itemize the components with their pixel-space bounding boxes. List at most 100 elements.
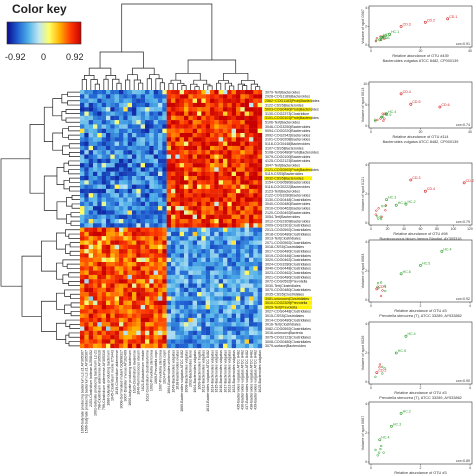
heatmap-cell bbox=[97, 270, 102, 276]
heatmap-cell bbox=[244, 120, 250, 125]
heatmap-cell bbox=[214, 210, 219, 215]
heatmap-cell bbox=[140, 253, 146, 258]
heatmap-cell bbox=[171, 219, 176, 224]
heatmap-cell bbox=[114, 102, 120, 108]
heatmap-cell bbox=[218, 292, 224, 297]
heatmap-cell bbox=[192, 128, 198, 134]
heatmap-cell bbox=[110, 107, 115, 112]
heatmap-cell bbox=[132, 107, 137, 112]
heatmap-cell bbox=[80, 193, 85, 198]
scatter-point bbox=[377, 207, 380, 210]
heatmap-cell bbox=[214, 163, 219, 168]
heatmap-cell bbox=[192, 339, 198, 344]
heatmap-cell bbox=[158, 145, 163, 151]
heatmap-cell bbox=[106, 300, 111, 306]
heatmap-cell bbox=[88, 231, 94, 237]
heatmap-cell bbox=[93, 292, 98, 297]
heatmap-cell bbox=[140, 244, 146, 250]
heatmap-cell bbox=[205, 283, 211, 288]
heatmap-cell bbox=[93, 270, 98, 276]
heatmap-cell bbox=[218, 188, 224, 194]
heatmap-cell bbox=[80, 292, 85, 297]
column-label: 1608-Bacteroides vulgatus bbox=[184, 350, 188, 393]
heatmap-cell bbox=[153, 171, 159, 177]
heatmap-cell bbox=[93, 171, 98, 177]
heatmap-cell bbox=[231, 262, 237, 267]
heatmap-cell bbox=[132, 150, 137, 155]
heatmap-cell bbox=[192, 300, 198, 306]
heatmap-cell bbox=[127, 210, 133, 215]
heatmap-cell bbox=[201, 300, 206, 306]
heatmap-cell bbox=[114, 317, 120, 323]
scatter-point bbox=[394, 351, 398, 355]
heatmap-cell bbox=[88, 305, 94, 310]
heatmap-cell bbox=[166, 227, 172, 233]
heatmap-cell bbox=[127, 326, 133, 331]
heatmap-cell bbox=[171, 214, 176, 220]
row-label: 3040-COG0480|Bacteroides bbox=[265, 202, 310, 206]
heatmap-cell bbox=[140, 317, 146, 323]
heatmap-cell bbox=[166, 253, 172, 258]
heatmap-cell bbox=[136, 158, 141, 164]
heatmap-cell bbox=[218, 223, 224, 228]
heatmap-cell bbox=[240, 150, 245, 155]
heatmap-cell bbox=[166, 201, 172, 207]
heatmap-cell bbox=[110, 201, 115, 207]
heatmap-cell bbox=[223, 90, 228, 95]
heatmap-cell bbox=[244, 90, 250, 95]
heatmap-cell bbox=[192, 253, 198, 258]
heatmap-cell bbox=[106, 287, 111, 293]
heatmap-cell bbox=[97, 219, 102, 224]
heatmap-cell bbox=[214, 292, 219, 297]
column-label: 1614-Bacteroides vulgatus bbox=[210, 350, 214, 393]
heatmap-cell bbox=[192, 137, 198, 142]
heatmap-cell bbox=[88, 120, 94, 125]
heatmap-cell bbox=[188, 322, 193, 327]
heatmap-cell bbox=[253, 201, 258, 207]
heatmap-cell bbox=[136, 163, 141, 168]
heatmap-cell bbox=[188, 188, 193, 194]
heatmap-cell bbox=[166, 214, 172, 220]
heatmap-cell bbox=[223, 150, 228, 155]
heatmap-cell bbox=[101, 322, 107, 327]
heatmap-cell bbox=[119, 115, 124, 121]
heatmap-cell bbox=[210, 206, 215, 211]
heatmap-cell bbox=[153, 335, 159, 340]
row-label: 3081-unknown|Clostridiales bbox=[265, 297, 309, 301]
heatmap-cell bbox=[106, 98, 111, 104]
heatmap-cell bbox=[192, 210, 198, 215]
heatmap-cell bbox=[188, 253, 193, 258]
heatmap-cell bbox=[236, 335, 241, 340]
heatmap-cell bbox=[132, 287, 137, 293]
heatmap-cell bbox=[132, 102, 137, 108]
heatmap-cell bbox=[145, 210, 150, 215]
heatmap-cell bbox=[236, 339, 241, 344]
heatmap-cell bbox=[106, 90, 111, 95]
heatmap-cell bbox=[145, 305, 150, 310]
heatmap-cell bbox=[80, 231, 85, 237]
heatmap-cell bbox=[197, 115, 202, 121]
row-label: 5119-CSS5|Bacteroides bbox=[265, 172, 303, 176]
heatmap-cell bbox=[119, 257, 124, 263]
heatmap-cell bbox=[123, 335, 128, 340]
heatmap-cell bbox=[158, 317, 163, 323]
heatmap-cell bbox=[184, 270, 189, 276]
heatmap-cell bbox=[149, 300, 154, 306]
heatmap-cell bbox=[140, 300, 146, 306]
heatmap-cell bbox=[149, 317, 154, 323]
heatmap-cell bbox=[201, 296, 206, 301]
heatmap-cell bbox=[119, 231, 124, 237]
heatmap-cell bbox=[114, 326, 120, 331]
heatmap-cell bbox=[110, 120, 115, 125]
heatmap-cell bbox=[201, 231, 206, 237]
heatmap-cell bbox=[166, 145, 172, 151]
heatmap-cell bbox=[197, 296, 202, 301]
heatmap-cell bbox=[184, 197, 189, 202]
heatmap-cell bbox=[123, 90, 128, 95]
heatmap-cell bbox=[127, 128, 133, 134]
heatmap-cell bbox=[227, 322, 232, 327]
heatmap-cell bbox=[249, 219, 254, 224]
scatter-point-label: CD.2 bbox=[378, 369, 386, 373]
heatmap-cell bbox=[175, 240, 180, 245]
heatmap-cell bbox=[188, 201, 193, 207]
